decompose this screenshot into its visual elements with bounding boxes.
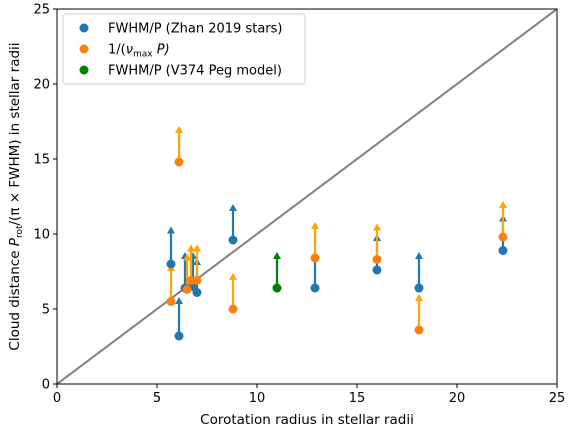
- data-point-zhan-9: [498, 246, 508, 255]
- data-point-zhan-1: [174, 331, 184, 341]
- arrow-head-numax-4: [193, 244, 201, 252]
- x-tick-label-15: 15: [349, 391, 366, 406]
- identity-line: [57, 9, 557, 384]
- legend-box: [62, 13, 306, 85]
- data-point-numax-0: [166, 297, 176, 306]
- x-tick-label-5: 5: [153, 391, 161, 406]
- legend-marker-numax: [79, 44, 89, 54]
- x-tick-label-0: 0: [53, 391, 61, 406]
- data-point-v374-0: [272, 283, 282, 293]
- axes: [56, 8, 558, 385]
- data-point-zhan-8: [414, 283, 424, 293]
- y-tick-label-10: 10: [33, 228, 50, 243]
- data-point-zhan-0: [166, 259, 176, 269]
- legend-numax-p: P): [153, 43, 170, 58]
- ticks: 0 5 10 15 20 25 0 5 10 15 20 25: [33, 3, 565, 407]
- y-tick-label-15: 15: [33, 153, 50, 168]
- data-marks-layer: [166, 126, 508, 341]
- arrow-head-numax-9: [499, 201, 507, 208]
- x-axis-label: Corotation radius in stellar radii: [200, 412, 414, 428]
- y-tick-label-20: 20: [33, 78, 50, 93]
- data-point-zhan-4: [192, 288, 202, 297]
- data-point-numax-5: [228, 304, 238, 314]
- arrow-head-numax-1: [175, 126, 183, 133]
- identity-line-layer: [57, 9, 557, 384]
- legend-numax-prefix: 1/(: [108, 43, 126, 58]
- data-point-numax-9: [498, 232, 508, 242]
- legend-label-zhan: FWHM/P (Zhan 2019 stars): [108, 22, 282, 37]
- x-tick-label-20: 20: [449, 391, 466, 406]
- y-axis-label: Cloud distance Prot/(π × FWHM) in stella…: [7, 42, 25, 350]
- arrow-head-numax-5: [229, 273, 237, 280]
- arrow-head-v374-0: [273, 252, 281, 259]
- arrow-head-numax-7: [373, 223, 381, 231]
- axes-frame: [56, 8, 558, 385]
- y-axis-label-p: P: [7, 237, 23, 246]
- y-axis-label-prefix: Cloud distance: [7, 246, 23, 350]
- arrow-head-numax-8: [415, 294, 423, 301]
- data-point-zhan-6: [310, 283, 320, 293]
- arrow-head-zhan-8: [415, 252, 423, 259]
- data-point-zhan-7: [372, 265, 382, 275]
- legend-marker-zhan: [79, 23, 89, 33]
- arrow-head-numax-2: [183, 253, 191, 261]
- arrow-head-zhan-1: [175, 297, 183, 304]
- data-point-zhan-5: [228, 235, 238, 245]
- y-tick-label-5: 5: [42, 303, 50, 318]
- data-point-numax-2: [182, 285, 192, 294]
- legend-label-numax: 1/(νmax P): [108, 43, 170, 60]
- arrow-head-zhan-5: [229, 204, 237, 211]
- legend: FWHM/P (Zhan 2019 stars) 1/(νmax P) FWHM…: [62, 13, 306, 85]
- y-axis-label-suffix: /(π × FWHM) in stellar radii: [7, 42, 23, 225]
- data-point-numax-7: [372, 255, 382, 264]
- data-point-numax-6: [310, 253, 320, 263]
- legend-numax-sub: max: [133, 50, 153, 60]
- data-point-numax-4: [192, 276, 202, 285]
- y-tick-label-0: 0: [42, 378, 50, 393]
- y-axis-label-subscript: rot: [15, 225, 25, 238]
- x-tick-label-10: 10: [249, 391, 266, 406]
- arrow-head-numax-3: [187, 244, 195, 252]
- legend-label-v374: FWHM/P (V374 Peg model): [108, 64, 282, 79]
- x-tick-label-25: 25: [549, 391, 566, 406]
- arrow-head-numax-6: [311, 222, 319, 229]
- legend-marker-v374: [79, 65, 89, 75]
- data-point-numax-1: [174, 157, 184, 167]
- arrow-head-zhan-0: [167, 226, 175, 234]
- data-point-numax-8: [414, 325, 424, 335]
- legend-numax-nu: ν: [126, 43, 133, 58]
- y-tick-label-25: 25: [33, 3, 50, 18]
